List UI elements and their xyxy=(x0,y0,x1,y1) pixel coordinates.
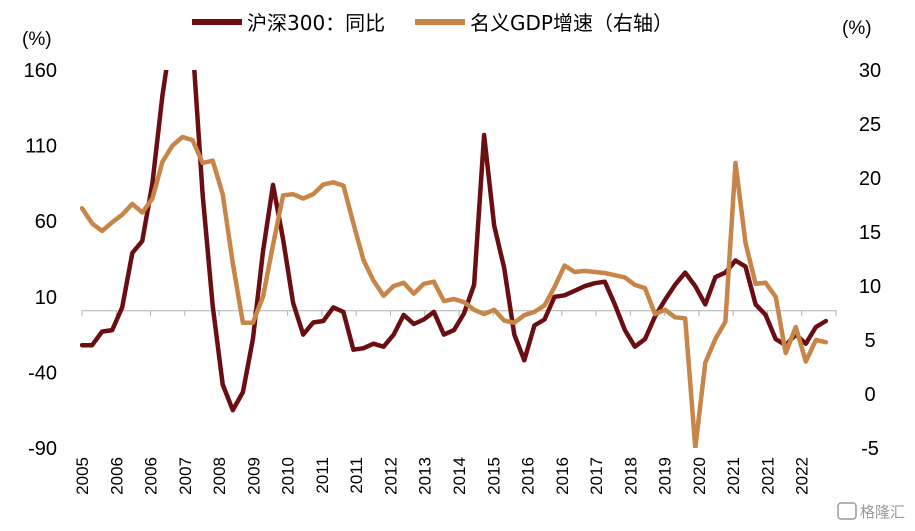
legend: 沪深300：同比 名义GDP增速（右轴） xyxy=(192,11,673,35)
right-tick-label: 10 xyxy=(859,276,881,298)
x-tick-label: 2017 xyxy=(587,457,606,495)
x-tick-label: 2011 xyxy=(347,457,366,494)
x-tick-label: 2007 xyxy=(176,457,195,495)
right-tick-label: 0 xyxy=(864,384,875,406)
left-tick-label: 60 xyxy=(35,211,57,233)
x-tick-label: 2018 xyxy=(621,457,640,495)
x-tick-label: 2015 xyxy=(484,457,503,495)
x-axis-labels: 2005 2006 2006 2007 2008 2009 2010 2011 2011 2012… xyxy=(73,457,812,495)
x-tick-label: 2019 xyxy=(656,457,675,495)
left-tick-label: -40 xyxy=(28,362,57,384)
left-tick-label: 110 xyxy=(25,136,57,158)
legend-label-gdp: 名义GDP增速（右轴） xyxy=(470,11,673,35)
x-tick-label: 2013 xyxy=(416,457,435,495)
right-tick-label: -5 xyxy=(861,438,879,460)
right-axis-unit: (%) xyxy=(842,18,872,39)
right-tick-label: 15 xyxy=(859,222,881,244)
x-axis-ticks xyxy=(81,310,837,316)
x-tick-label: 2016 xyxy=(553,457,572,495)
x-tick-label: 2011 xyxy=(313,457,332,494)
x-tick-label: 2022 xyxy=(793,457,812,495)
x-tick-label: 2020 xyxy=(690,457,709,495)
x-tick-label: 2012 xyxy=(381,457,400,495)
x-tick-label: 2016 xyxy=(519,457,538,495)
series-line-hs300 xyxy=(80,70,829,413)
left-axis-ticks: 160 110 60 10 -40 -90 xyxy=(24,60,57,460)
right-tick-label: 25 xyxy=(859,114,881,136)
watermark: 格隆汇 xyxy=(837,502,905,521)
right-axis-ticks: 30 25 20 15 10 5 0 -5 xyxy=(859,60,881,460)
left-tick-label: -90 xyxy=(28,438,57,460)
x-tick-label: 2014 xyxy=(450,457,469,495)
x-tick-label: 2006 xyxy=(142,457,161,495)
left-axis-unit: (%) xyxy=(22,29,52,50)
right-tick-label: 5 xyxy=(864,330,875,352)
right-tick-label: 30 xyxy=(859,60,881,82)
x-tick-label: 2010 xyxy=(279,457,298,495)
left-tick-label: 160 xyxy=(24,60,57,82)
series-layer xyxy=(80,70,829,448)
series-line-gdp xyxy=(80,134,829,448)
x-tick-label: 2005 xyxy=(73,457,92,495)
x-tick-label: 2006 xyxy=(107,457,126,495)
legend-label-hs300: 沪深300：同比 xyxy=(247,11,385,35)
right-tick-label: 20 xyxy=(859,168,881,190)
watermark-text: 格隆汇 xyxy=(860,503,905,521)
x-tick-label: 2021 xyxy=(724,457,743,495)
left-tick-label: 10 xyxy=(35,287,57,309)
x-tick-label: 2008 xyxy=(210,457,229,495)
watermark-logo-icon xyxy=(837,502,857,520)
x-tick-label: 2021 xyxy=(758,457,777,495)
x-tick-label: 2009 xyxy=(244,457,263,495)
